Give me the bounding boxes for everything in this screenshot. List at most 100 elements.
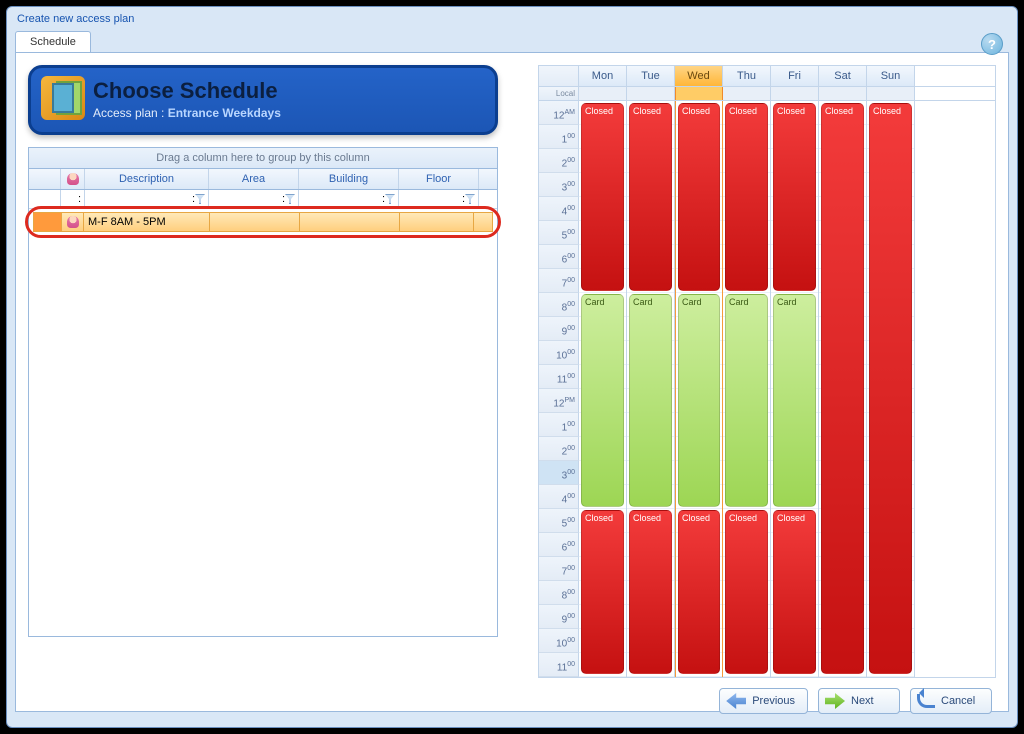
allday-cell[interactable] xyxy=(819,87,867,100)
page-title: Choose Schedule xyxy=(93,78,479,104)
filter-person[interactable]: : xyxy=(61,190,85,208)
allday-cell[interactable] xyxy=(675,87,723,100)
funnel-icon xyxy=(195,194,205,204)
day-header-fri[interactable]: Fri xyxy=(771,66,819,86)
day-headers: MonTueWedThuFriSatSun xyxy=(579,66,915,86)
time-label: 100 xyxy=(539,125,579,149)
block-closed[interactable]: Closed xyxy=(773,103,816,291)
allday-cell[interactable] xyxy=(723,87,771,100)
col-building[interactable]: Building xyxy=(299,169,399,189)
block-closed[interactable]: Closed xyxy=(678,103,720,291)
footer-buttons: Previous Next Cancel xyxy=(538,678,996,714)
block-closed[interactable]: Closed xyxy=(821,103,864,674)
day-header-sun[interactable]: Sun xyxy=(867,66,915,86)
day-column-sat[interactable]: Closed xyxy=(819,101,867,677)
tab-schedule[interactable]: Schedule xyxy=(15,31,91,52)
time-label: 12PM xyxy=(539,389,579,413)
day-column-wed[interactable]: ClosedCardClosed xyxy=(675,101,723,677)
time-label: 300 xyxy=(539,461,579,485)
time-label: 400 xyxy=(539,485,579,509)
funnel-icon xyxy=(385,194,395,204)
col-area[interactable]: Area xyxy=(209,169,299,189)
time-label: 100 xyxy=(539,413,579,437)
day-column-sun[interactable]: Closed xyxy=(867,101,915,677)
grid-filter-row: : : : : : xyxy=(29,190,497,209)
row-indicator xyxy=(34,213,62,231)
plan-name: Entrance Weekdays xyxy=(168,106,281,120)
filter-area[interactable]: : xyxy=(209,190,299,208)
arrow-left-icon xyxy=(726,693,746,709)
undo-icon xyxy=(917,694,935,708)
cancel-label: Cancel xyxy=(941,695,975,707)
block-closed[interactable]: Closed xyxy=(581,510,624,674)
filter-indicator xyxy=(29,190,61,208)
block-card[interactable]: Card xyxy=(678,294,720,507)
sub-prefix: Access plan : xyxy=(93,106,168,120)
time-label: 200 xyxy=(539,437,579,461)
block-closed[interactable]: Closed xyxy=(629,510,672,674)
block-card[interactable]: Card xyxy=(773,294,816,507)
day-column-thu[interactable]: ClosedCardClosed xyxy=(723,101,771,677)
block-closed[interactable]: Closed xyxy=(773,510,816,674)
day-header-mon[interactable]: Mon xyxy=(579,66,627,86)
col-floor[interactable]: Floor xyxy=(399,169,479,189)
tab-strip: Schedule xyxy=(15,31,1009,52)
col-indicator[interactable] xyxy=(29,169,61,189)
cell-building xyxy=(300,213,400,231)
day-header-thu[interactable]: Thu xyxy=(723,66,771,86)
previous-label: Previous xyxy=(752,695,795,707)
block-closed[interactable]: Closed xyxy=(725,103,768,291)
time-label: 500 xyxy=(539,221,579,245)
cancel-button[interactable]: Cancel xyxy=(910,688,992,714)
time-label: 300 xyxy=(539,173,579,197)
block-closed[interactable]: Closed xyxy=(678,510,720,674)
allday-cell[interactable] xyxy=(771,87,819,100)
col-person-icon[interactable] xyxy=(61,169,85,189)
allday-cell[interactable] xyxy=(579,87,627,100)
block-card[interactable]: Card xyxy=(725,294,768,507)
block-closed[interactable]: Closed xyxy=(581,103,624,291)
time-label: 900 xyxy=(539,605,579,629)
block-closed[interactable]: Closed xyxy=(629,103,672,291)
block-closed[interactable]: Closed xyxy=(725,510,768,674)
calendar-body: 12AM100200300400500600700800900100011001… xyxy=(539,101,995,677)
time-label: 400 xyxy=(539,197,579,221)
help-button[interactable]: ? xyxy=(981,33,1003,55)
day-header-sat[interactable]: Sat xyxy=(819,66,867,86)
group-by-bar[interactable]: Drag a column here to group by this colu… xyxy=(29,148,497,169)
filter-description[interactable]: : xyxy=(85,190,209,208)
block-card[interactable]: Card xyxy=(629,294,672,507)
right-panel: MonTueWedThuFriSatSun Local 12AM10020030… xyxy=(538,65,996,699)
time-label: 700 xyxy=(539,557,579,581)
days-wrap: ClosedCardClosedClosedCardClosedClosedCa… xyxy=(579,101,915,677)
day-column-mon[interactable]: ClosedCardClosed xyxy=(579,101,627,677)
next-button[interactable]: Next xyxy=(818,688,900,714)
schedule-grid: Drag a column here to group by this colu… xyxy=(28,147,498,637)
schedule-icon xyxy=(41,76,85,120)
block-card[interactable]: Card xyxy=(581,294,624,507)
allday-cells xyxy=(579,87,915,100)
allday-cell[interactable] xyxy=(867,87,915,100)
day-header-wed[interactable]: Wed xyxy=(675,66,723,86)
time-column: 12AM100200300400500600700800900100011001… xyxy=(539,101,579,677)
previous-button[interactable]: Previous xyxy=(719,688,808,714)
time-label: 1100 xyxy=(539,653,579,677)
allday-cell[interactable] xyxy=(627,87,675,100)
filter-floor[interactable]: : xyxy=(399,190,479,208)
day-column-fri[interactable]: ClosedCardClosed xyxy=(771,101,819,677)
row-icon-cell xyxy=(62,213,84,231)
block-closed[interactable]: Closed xyxy=(869,103,912,674)
page-subtitle: Access plan : Entrance Weekdays xyxy=(93,106,479,120)
filter-building[interactable]: : xyxy=(299,190,399,208)
day-header-tue[interactable]: Tue xyxy=(627,66,675,86)
funnel-icon xyxy=(285,194,295,204)
time-label: 600 xyxy=(539,245,579,269)
local-label: Local xyxy=(539,87,579,100)
time-label: 500 xyxy=(539,509,579,533)
cell-area xyxy=(210,213,300,231)
time-label: 12AM xyxy=(539,101,579,125)
table-row[interactable]: M-F 8AM - 5PM xyxy=(33,212,493,232)
day-column-tue[interactable]: ClosedCardClosed xyxy=(627,101,675,677)
col-description[interactable]: Description xyxy=(85,169,209,189)
time-label: 800 xyxy=(539,293,579,317)
